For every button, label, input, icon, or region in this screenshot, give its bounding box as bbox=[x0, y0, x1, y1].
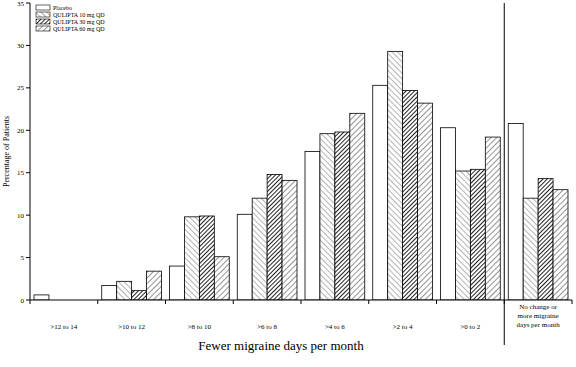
x-tick bbox=[301, 300, 302, 304]
x-tick-label: No change ormore migrainedays per month bbox=[517, 303, 561, 329]
bar bbox=[508, 123, 523, 300]
bar bbox=[350, 113, 365, 300]
legend: PlaceboQULIPTA 10 mg QDQULIPTA 30 mg QDQ… bbox=[36, 5, 105, 32]
bar bbox=[102, 286, 117, 300]
bar bbox=[34, 295, 49, 300]
x-tick bbox=[572, 300, 573, 304]
x-tick bbox=[368, 300, 369, 304]
bar bbox=[282, 180, 297, 300]
y-axis-title: Percentage of Patients bbox=[2, 116, 11, 187]
bars bbox=[34, 51, 568, 300]
x-tick bbox=[504, 300, 505, 304]
y-tick bbox=[26, 215, 30, 216]
bar bbox=[237, 214, 252, 300]
x-tick-label: >4 to 6 bbox=[325, 323, 345, 331]
y-tick-label: 30 bbox=[17, 42, 25, 50]
legend-label: QULIPTA 30 mg QD bbox=[53, 19, 105, 25]
x-axis-title: Fewer migraine days per month bbox=[198, 338, 364, 353]
separator bbox=[504, 3, 505, 345]
x-tick-label: >8 to 10 bbox=[188, 323, 212, 331]
y-tick-label: 0 bbox=[21, 297, 25, 305]
y-tick bbox=[26, 300, 30, 301]
x-tick-label: >10 to 12 bbox=[118, 323, 145, 331]
bar bbox=[470, 169, 485, 300]
bar bbox=[403, 90, 418, 300]
y-tick bbox=[26, 257, 30, 258]
x-tick bbox=[165, 300, 166, 304]
bar bbox=[170, 266, 185, 300]
legend-label: QULIPTA 10 mg QD bbox=[53, 12, 105, 18]
bar bbox=[485, 137, 500, 300]
bar bbox=[132, 291, 147, 300]
legend-label: QULIPTA 60 mg QD bbox=[53, 26, 105, 32]
bar bbox=[538, 179, 553, 300]
y-tick bbox=[26, 172, 30, 173]
y-tick bbox=[26, 3, 30, 4]
y-tick-label: 20 bbox=[17, 127, 25, 135]
bar bbox=[418, 103, 433, 300]
y-tick-label: 25 bbox=[17, 84, 25, 92]
bar bbox=[553, 190, 568, 300]
bar bbox=[335, 132, 350, 300]
bar bbox=[455, 171, 470, 300]
x-tick bbox=[436, 300, 437, 304]
y-tick bbox=[26, 130, 30, 131]
y-axis bbox=[30, 3, 31, 300]
x-tick bbox=[97, 300, 98, 304]
legend-label: Placebo bbox=[53, 5, 72, 11]
bar bbox=[117, 281, 132, 300]
legend-swatch bbox=[36, 12, 50, 17]
x-tick bbox=[233, 300, 234, 304]
bar bbox=[147, 271, 162, 300]
bar bbox=[320, 134, 335, 300]
x-tick-label: >6 to 8 bbox=[257, 323, 277, 331]
y-tick-label: 35 bbox=[17, 0, 25, 8]
bar bbox=[305, 152, 320, 301]
y-tick bbox=[26, 45, 30, 46]
x-tick bbox=[30, 300, 31, 304]
bar bbox=[184, 217, 199, 300]
y-tick-label: 15 bbox=[17, 169, 25, 177]
legend-swatch bbox=[36, 19, 50, 24]
bar bbox=[441, 128, 456, 300]
bar bbox=[388, 51, 403, 300]
x-tick-label: >12 to 14 bbox=[50, 323, 77, 331]
x-tick-label: >2 to 4 bbox=[393, 323, 413, 331]
chart: 0 5 10 15 20 25 30 35 >12 to 14 >10 to 12 >8 to 10… bbox=[0, 0, 576, 367]
legend-swatch bbox=[36, 5, 50, 10]
legend-swatch bbox=[36, 26, 50, 31]
y-tick bbox=[26, 87, 30, 88]
bar bbox=[214, 257, 229, 300]
x-tick-label: >0 to 2 bbox=[460, 323, 480, 331]
y-tick-label: 10 bbox=[17, 212, 25, 220]
bar bbox=[252, 198, 267, 300]
bar bbox=[523, 198, 538, 300]
bar bbox=[199, 216, 214, 300]
y-tick-label: 5 bbox=[21, 254, 25, 262]
bar bbox=[267, 174, 282, 300]
bar bbox=[373, 85, 388, 300]
